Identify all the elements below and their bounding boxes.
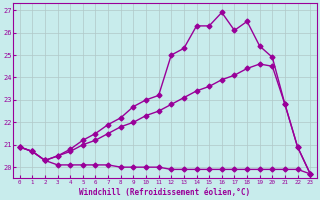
X-axis label: Windchill (Refroidissement éolien,°C): Windchill (Refroidissement éolien,°C): [79, 188, 251, 197]
